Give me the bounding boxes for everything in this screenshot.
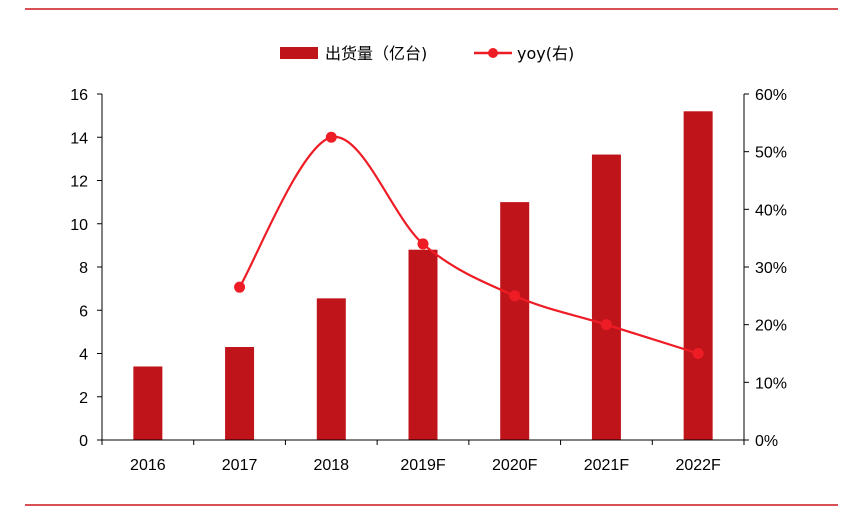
left-tick-label: 6 (79, 303, 88, 320)
left-tick-label: 8 (79, 260, 88, 277)
legend-bar-label: 出货量（亿台) (325, 44, 427, 63)
legend-line-label: yoy(右) (517, 44, 574, 63)
yoy-point-2022F (692, 348, 704, 359)
left-tick-label: 0 (79, 433, 88, 450)
yoy-point-2017 (234, 281, 246, 293)
yoy-series (234, 131, 704, 359)
x-ticks: 2016 2017 2018 2019F 2020F 2021F 2022F (101, 440, 745, 474)
left-tick-label: 10 (70, 217, 88, 234)
legend: 出货量（亿台) yoy(右) (280, 44, 574, 63)
bar-2020F (500, 202, 530, 440)
right-tick-label: 30% (755, 260, 787, 277)
x-tick-label: 2022F (675, 457, 721, 474)
x-tick-label: 2017 (222, 457, 258, 474)
left-tick-label: 4 (79, 347, 88, 364)
bar-2018 (316, 298, 346, 440)
right-tick-label: 60% (755, 87, 787, 104)
left-tick-label: 14 (70, 130, 88, 147)
left-tick-label: 12 (70, 174, 88, 191)
yoy-point-2020F (509, 290, 521, 302)
right-tick-label: 40% (755, 202, 787, 219)
x-tick-label: 2019F (400, 457, 446, 474)
bar-2019F (408, 249, 438, 440)
x-tick-label: 2020F (492, 457, 538, 474)
bar-series (133, 111, 713, 441)
yoy-point-2021F (600, 319, 612, 331)
right-tick-label: 10% (755, 375, 787, 392)
left-y-ticks: 0 2 4 6 8 10 12 14 16 (70, 87, 102, 450)
right-tick-label: 50% (755, 145, 787, 162)
x-tick-label: 2018 (313, 457, 349, 474)
bar-2017 (225, 347, 255, 440)
left-tick-label: 16 (70, 87, 88, 104)
bar-2022F (683, 111, 713, 441)
legend-bar-swatch (280, 47, 318, 59)
right-y-ticks: 0% 10% 20% 30% 40% 50% 60% (744, 87, 787, 450)
right-tick-label: 20% (755, 318, 787, 335)
yoy-point-2018 (325, 131, 337, 143)
legend-line-marker (488, 48, 498, 58)
bar-2021F (591, 154, 621, 441)
right-tick-label: 0% (755, 433, 778, 450)
bar-2016 (133, 366, 163, 440)
left-tick-label: 2 (79, 390, 88, 407)
yoy-line (238, 136, 699, 355)
x-tick-label: 2021F (584, 457, 630, 474)
x-tick-label: 2016 (130, 457, 166, 474)
yoy-point-2019F (417, 238, 429, 250)
